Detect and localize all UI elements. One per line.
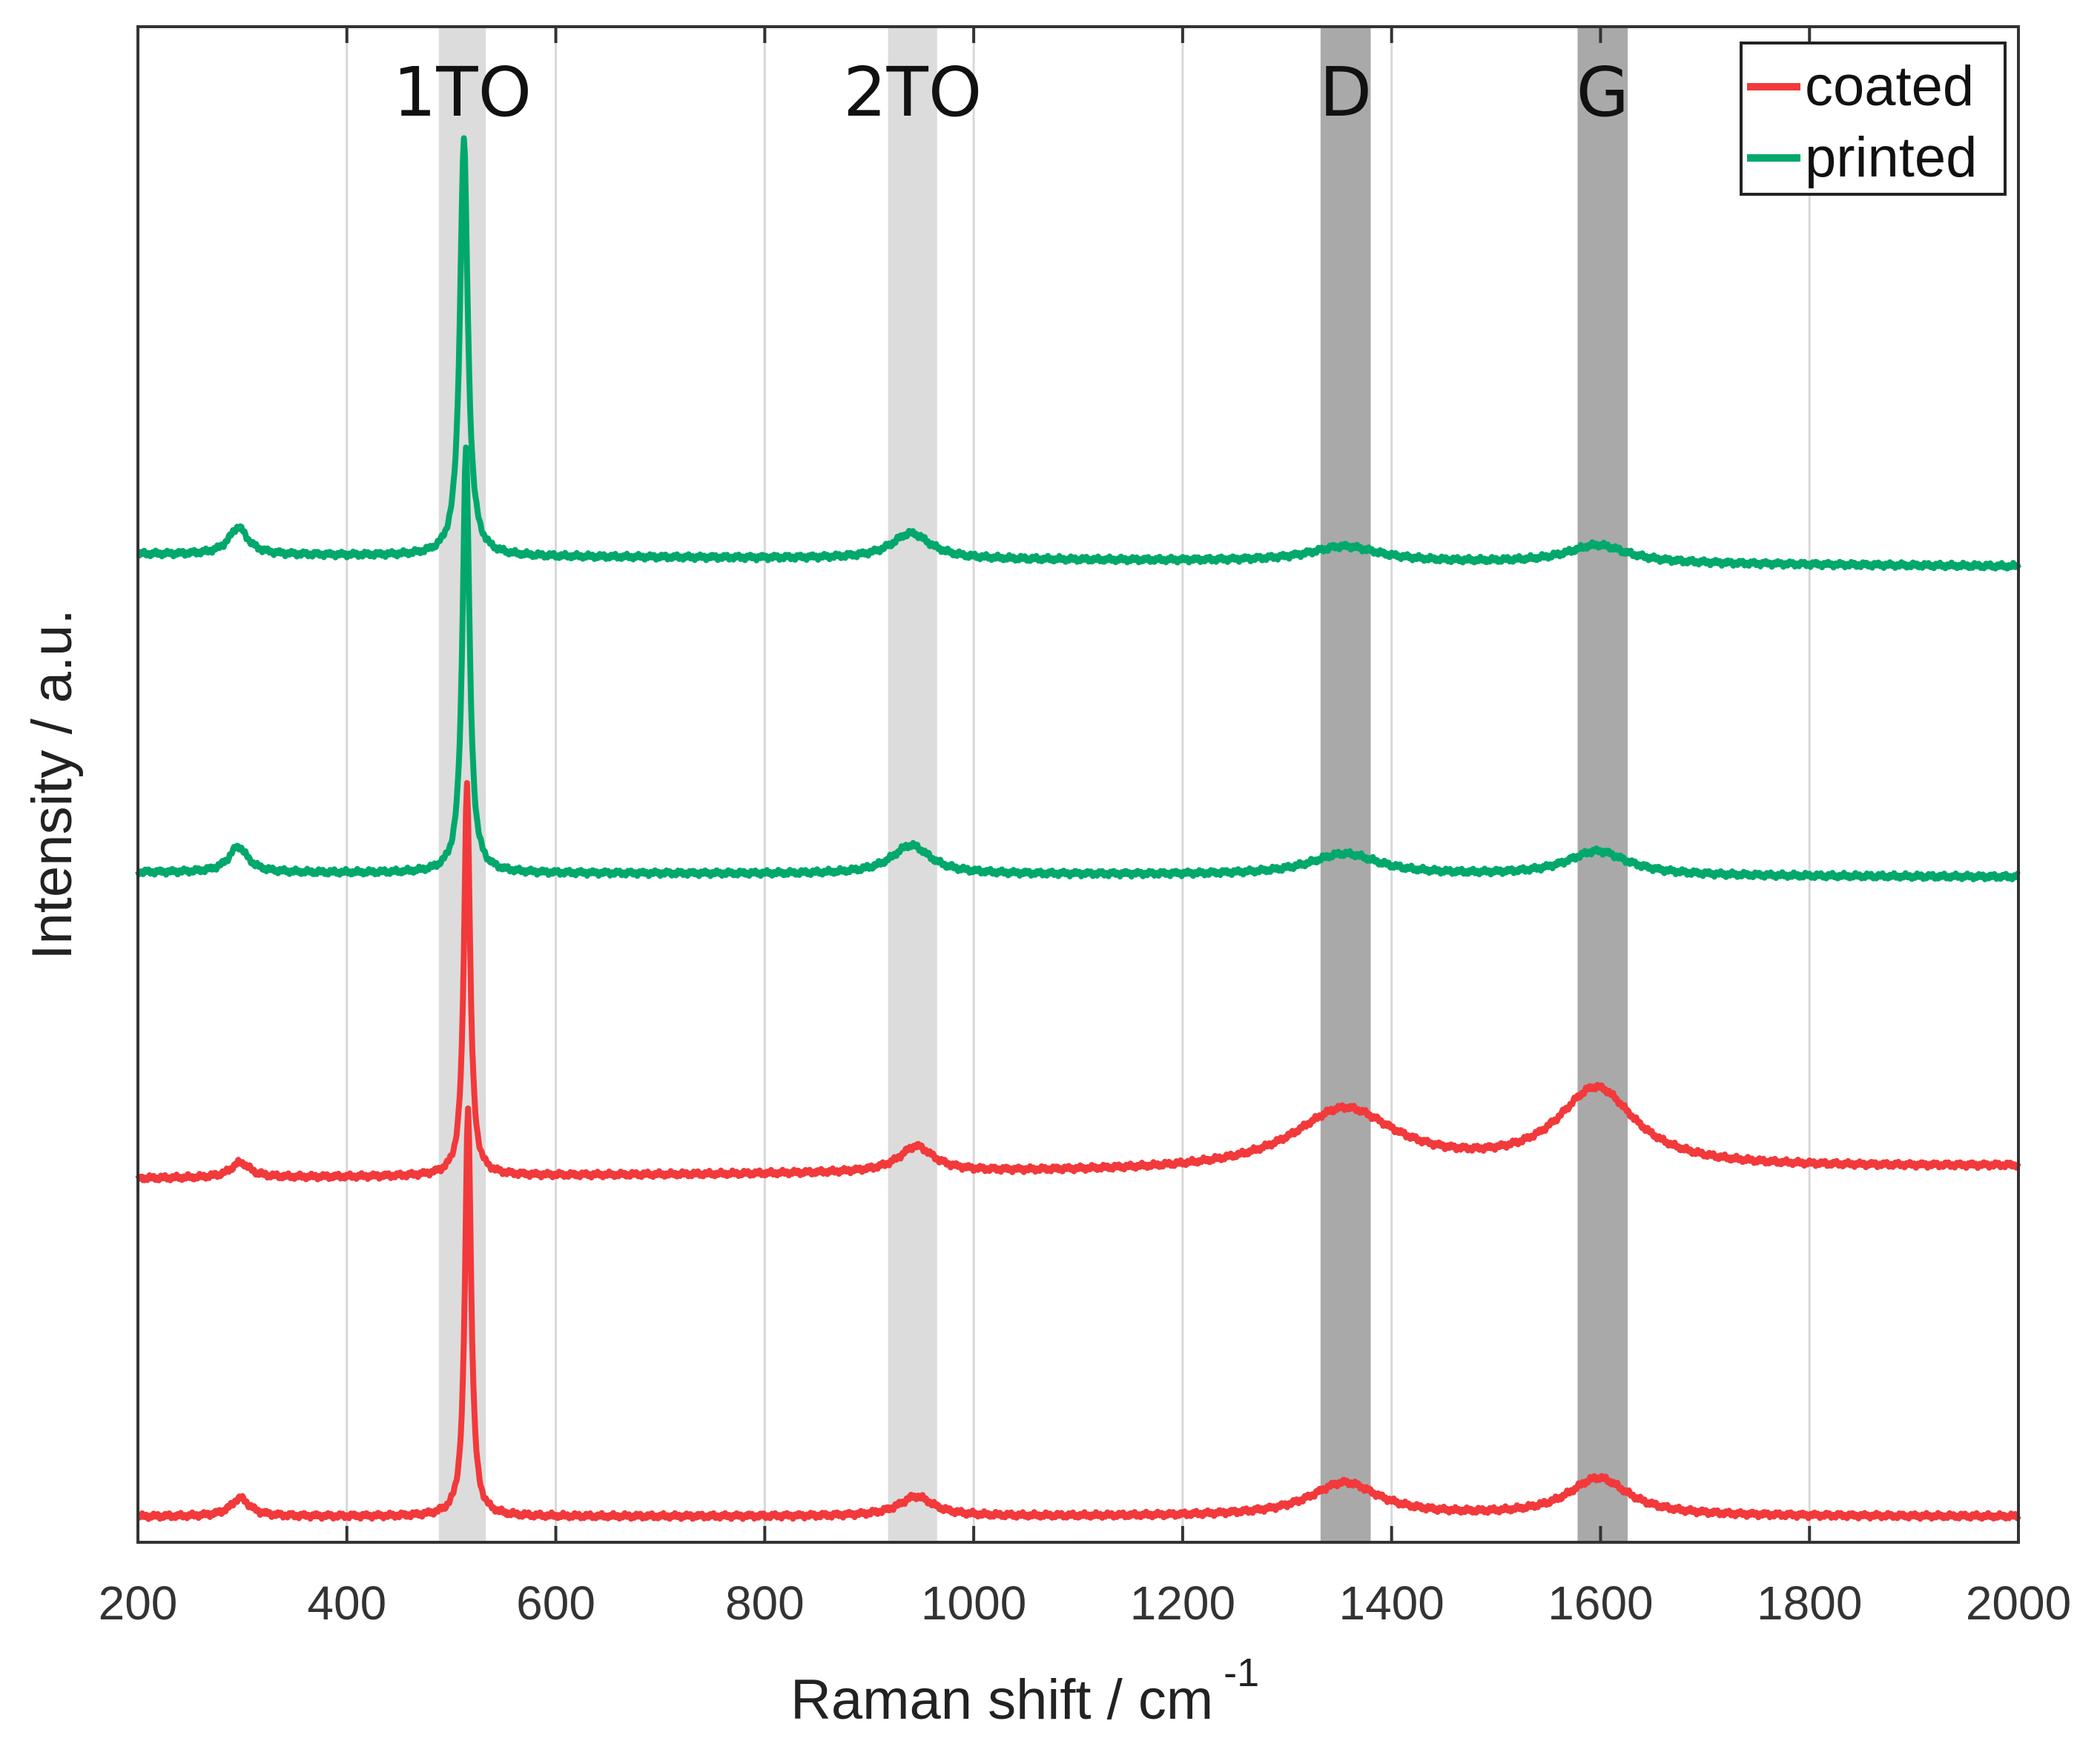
x-tick-label-1200: 1200 — [1130, 1576, 1235, 1630]
x-axis-title: Raman shift / cm -1 — [790, 1651, 1259, 1731]
tick-layer: 200 400 600 800 1000 1200 1400 1600 1800 2000 — [99, 27, 2071, 1630]
legend-label-coated: coated — [1805, 55, 1974, 118]
x-axis-title-superscript: -1 — [1224, 1651, 1259, 1695]
band-2to — [888, 27, 937, 1542]
band-label-g: G — [1576, 53, 1629, 132]
band-g — [1577, 27, 1628, 1542]
x-tick-label-2000: 2000 — [1966, 1576, 2071, 1630]
series-line-coated-2 — [135, 780, 2021, 1183]
x-tick-label-400: 400 — [307, 1576, 386, 1630]
band-label-1to: 1TO — [393, 53, 532, 132]
x-tick-label-1000: 1000 — [921, 1576, 1026, 1630]
band-label-2to: 2TO — [843, 53, 982, 132]
legend: coated printed — [1740, 42, 2007, 196]
y-axis-title: Intensity / a.u. — [21, 609, 84, 959]
series-line-coated-1 — [136, 1105, 2021, 1522]
plot-frame — [136, 25, 2020, 1544]
x-tick-label-1600: 1600 — [1548, 1576, 1653, 1630]
x-tick-label-1400: 1400 — [1338, 1576, 1444, 1630]
series-layer — [135, 135, 2021, 1522]
band-label-d: D — [1319, 53, 1372, 132]
legend-box — [1740, 42, 2007, 196]
x-tick-label-600: 600 — [516, 1576, 595, 1630]
plot-background — [138, 27, 2018, 1542]
band-layer — [438, 27, 1628, 1542]
series-line-printed-3 — [135, 444, 2021, 882]
series-line-printed-4 — [136, 135, 2021, 572]
x-tick-label-1800: 1800 — [1757, 1576, 1862, 1630]
x-tick-label-800: 800 — [725, 1576, 805, 1630]
band-label-layer: 1TO 2TO D G — [393, 53, 1629, 132]
band-d — [1320, 27, 1371, 1542]
x-tick-label-200: 200 — [99, 1576, 178, 1630]
legend-label-printed: printed — [1805, 126, 1977, 189]
